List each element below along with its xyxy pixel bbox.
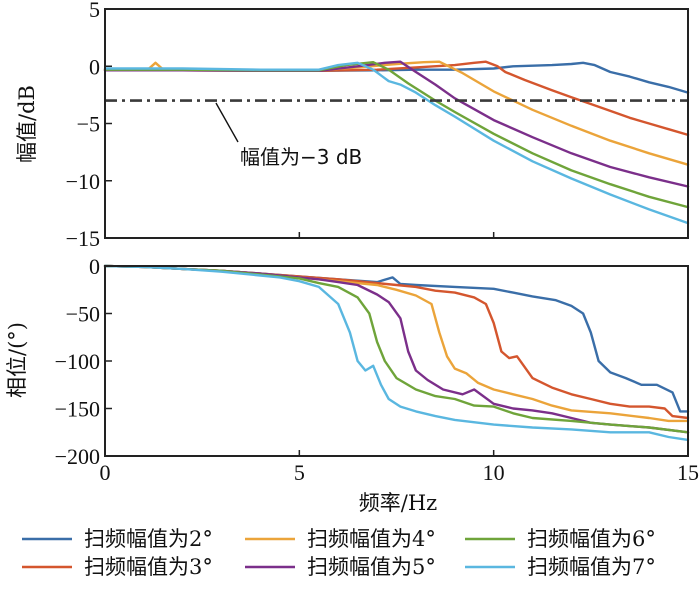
- legend-item: 扫频幅值为4°: [245, 527, 436, 551]
- magnitude-y-ticks: 5 0 −5 −10 −15: [66, 0, 112, 251]
- phase-y-tick-label: −100: [55, 349, 100, 374]
- legend-label: 扫频幅值为6°: [527, 527, 656, 551]
- phase-y-ticks: 0 −50 −100 −150 −200: [55, 254, 112, 469]
- legend-label: 扫频幅值为5°: [307, 555, 436, 579]
- magnitude-plot-frame: [104, 8, 689, 239]
- magnitude-series-line-5deg: [103, 60, 690, 188]
- legend-label: 扫频幅值为7°: [527, 555, 656, 579]
- annotation-leader-line: [215, 102, 239, 143]
- phase-y-tick-label: −200: [55, 444, 100, 469]
- phase-plot-frame: [104, 265, 689, 457]
- phase-panel: 0 −50 −100 −150 −200 0 5 10 15 相位/(°) 频率/Hz: [5, 254, 699, 515]
- legend-item: 扫频幅值为7°: [465, 555, 656, 579]
- x-axis-title: 频率/Hz: [359, 491, 437, 515]
- phase-y-tick-label: −150: [55, 397, 100, 422]
- magnitude-series-line-2deg: [103, 61, 690, 94]
- magnitude-series-line-4deg: [103, 60, 690, 166]
- legend-label: 扫频幅值为4°: [307, 527, 436, 551]
- magnitude-series-line-3deg: [103, 60, 690, 137]
- magnitude-y-tick-label: 5: [89, 0, 100, 22]
- legend-item: 扫频幅值为5°: [245, 555, 436, 579]
- magnitude-x-ticks: [298, 232, 495, 238]
- phase-y-axis-title: 相位/(°): [5, 322, 29, 398]
- magnitude-y-tick-label: −10: [66, 169, 100, 194]
- phase-x-ticks: 0 5 10 15: [100, 450, 699, 485]
- phase-x-tick-label: 5: [294, 460, 305, 485]
- legend-label: 扫频幅值为2°: [84, 527, 213, 551]
- legend-label: 扫频幅值为3°: [84, 555, 213, 579]
- magnitude-y-axis-title: 幅值/dB: [15, 85, 39, 163]
- phase-series-line-2deg: [103, 264, 690, 413]
- phase-series-group: [103, 264, 690, 442]
- magnitude-series-line-7deg: [103, 61, 690, 225]
- phase-x-tick-label: 15: [677, 460, 699, 485]
- legend-item: 扫频幅值为6°: [465, 527, 656, 551]
- legend-item: 扫频幅值为2°: [22, 527, 213, 551]
- magnitude-y-tick-label: −5: [77, 112, 100, 137]
- legend-item: 扫频幅值为3°: [22, 555, 213, 579]
- phase-y-tick-label: −50: [66, 302, 100, 327]
- phase-y-tick-label: 0: [89, 254, 100, 279]
- phase-x-tick-label: 0: [100, 460, 111, 485]
- magnitude-series-group: [103, 60, 690, 225]
- annotation-text: 幅值为−3 dB: [240, 145, 362, 169]
- magnitude-panel: 幅值为−3 dB 5 0 −5 −10 −15 幅值/dB: [15, 0, 690, 251]
- magnitude-y-tick-label: 0: [89, 54, 100, 79]
- magnitude-y-tick-label: −15: [66, 226, 100, 251]
- phase-series-line-7deg: [103, 264, 690, 442]
- phase-x-tick-label: 10: [483, 460, 505, 485]
- phase-series-line-4deg: [103, 264, 690, 423]
- legend: 扫频幅值为2° 扫频幅值为4° 扫频幅值为6° 扫频幅值为3° 扫频幅值为5° 扫频幅值为…: [22, 527, 656, 579]
